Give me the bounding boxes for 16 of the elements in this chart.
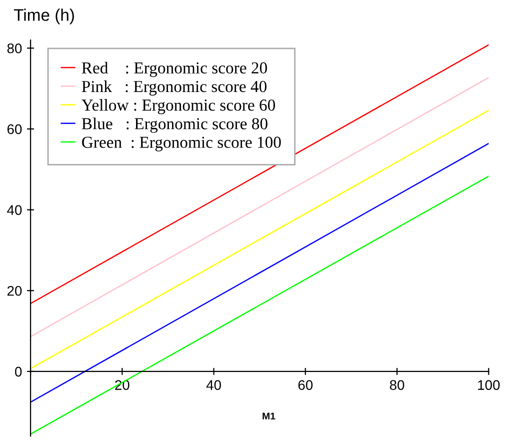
y-tick-label: 80 xyxy=(7,43,22,54)
legend-label: Blue : Ergonomic score 80 xyxy=(82,118,268,133)
x-tick-label: 40 xyxy=(206,380,221,390)
y-tick-label: 20 xyxy=(7,286,22,296)
legend-label: Red : Ergonomic score 20 xyxy=(82,62,267,77)
y-tick-label: 0 xyxy=(15,366,22,377)
x-tick-label: 100 xyxy=(478,380,500,390)
y-tick-label: 40 xyxy=(7,205,22,215)
legend-label: Yellow : Ergonomic score 60 xyxy=(82,99,276,114)
y-tick-label: 60 xyxy=(7,124,22,134)
legend-label: Pink : Ergonomic score 40 xyxy=(82,80,267,96)
x-axis-title: M1 xyxy=(262,412,276,420)
y-axis-title: Time (h) xyxy=(14,8,74,24)
x-tick-label: 80 xyxy=(390,380,404,390)
x-tick-label: 60 xyxy=(298,380,313,390)
legend-label: Green : Ergonomic score 100 xyxy=(82,136,281,152)
